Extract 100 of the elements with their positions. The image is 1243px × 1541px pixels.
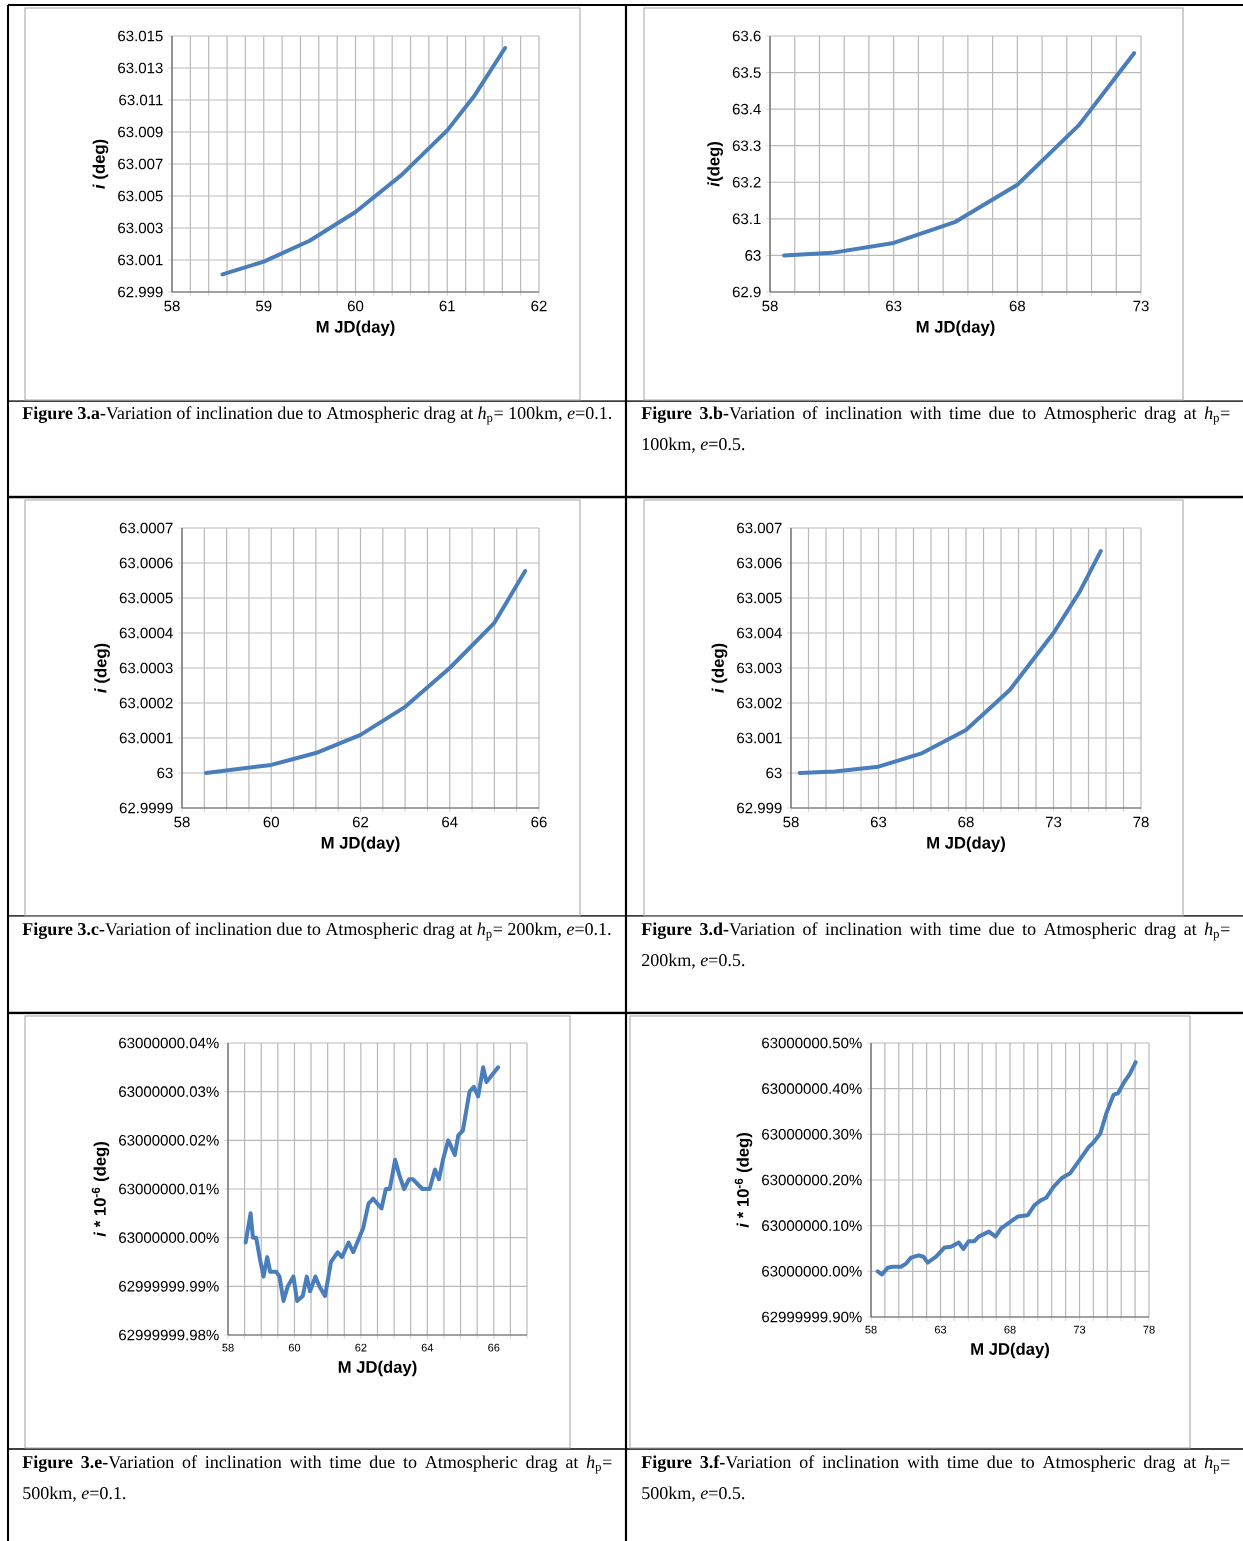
x-tick-label: 60 xyxy=(288,1343,301,1352)
text: Figure 3.e-Variation of inclination with time due to Atmospheric drag at h$_{p}$= 500km, e=0.1. xyxy=(22,1455,612,1502)
y-tick-label: 62999999.99% xyxy=(119,1281,219,1292)
x-tick-label: 58 xyxy=(783,816,799,828)
y-tick-label: 63.001 xyxy=(118,254,163,266)
y-axis-title: i* 10$^{-6}$ (deg) xyxy=(734,1133,753,1228)
x-tick-label: 66 xyxy=(488,1343,500,1352)
y-tick-label: 63.005 xyxy=(737,592,782,604)
x-tick-label: 61 xyxy=(439,300,455,312)
y-tick-label: 63.013 xyxy=(118,62,163,74)
y-tick-label: 63.011 xyxy=(119,94,163,106)
x-tick-label: 68 xyxy=(1009,300,1026,312)
x-tick-label: 58 xyxy=(222,1343,234,1352)
y-tick-label: 63000000.02% xyxy=(119,1135,219,1146)
y-tick-label: 63.015 xyxy=(118,30,163,42)
y-tick-label: 63000000.50% xyxy=(762,1037,862,1049)
y-tick-label: 63.006 xyxy=(737,557,782,569)
x-tick-label: 68 xyxy=(1004,1325,1016,1334)
y-tick-label: 63.0004 xyxy=(119,627,173,639)
y-tick-label: 63.009 xyxy=(118,126,163,138)
y-tick-label: 63.4 xyxy=(732,103,761,115)
x-tick-label: 59 xyxy=(256,300,272,312)
y-tick-label: 63.6 xyxy=(732,30,761,42)
y-tick-label: 63.0007 xyxy=(119,522,173,534)
x-tick-label: 58 xyxy=(865,1325,877,1334)
y-tick-label: 63.3 xyxy=(732,140,761,152)
text: Figure 3.d-Variation of inclination with time due to Atmospheric drag at h$_{p}$= 200km, e=0.5. xyxy=(641,922,1230,969)
x-tick-label: 73 xyxy=(1073,1325,1086,1334)
x-tick-label: 62 xyxy=(352,816,369,828)
y-tick-label: 63.004 xyxy=(737,627,782,639)
y-tick-label: 63000000.03% xyxy=(119,1086,219,1097)
x-tick-label: 73 xyxy=(1133,300,1149,312)
y-tick-label: 63000000.30% xyxy=(762,1129,862,1140)
x-tick-label: 60 xyxy=(263,816,280,828)
y-axis-title: i (deg) xyxy=(92,139,109,189)
y-tick-label: 62.999 xyxy=(737,802,782,814)
text: Figure 3.f-Variation of inclination with time due to Atmospheric drag at h$_{p}$= 500km, e=0.5. xyxy=(641,1455,1230,1502)
y-tick-label: 63.007 xyxy=(737,522,782,534)
y-tick-label: 62.999 xyxy=(118,286,163,298)
y-tick-label: 63.1 xyxy=(732,213,761,225)
y-tick-label: 63 xyxy=(766,767,782,779)
y-tick-label: 63000000.00% xyxy=(119,1232,219,1243)
y-tick-label: 63000000.40% xyxy=(762,1083,862,1094)
y-tick-label: 63.2 xyxy=(732,176,761,188)
y-tick-label: 62999999.90% xyxy=(762,1311,862,1323)
y-tick-label: 63.0001 xyxy=(119,732,173,744)
y-tick-label: 63.0003 xyxy=(119,662,173,674)
x-tick-label: 58 xyxy=(164,300,180,312)
line-series xyxy=(782,51,1137,258)
x-tick-label: 63 xyxy=(870,816,887,828)
y-tick-label: 63.003 xyxy=(737,662,782,674)
y-tick-label: 63000000.01% xyxy=(119,1183,219,1195)
x-tick-label: 78 xyxy=(1143,1325,1155,1334)
x-axis-title: M JD(day) xyxy=(971,1342,1049,1359)
line-series xyxy=(204,569,528,775)
x-axis-title: M JD(day) xyxy=(916,320,995,336)
x-tick-label: 68 xyxy=(958,816,974,828)
x-tick-label: 63 xyxy=(886,300,902,312)
y-tick-label: 63.007 xyxy=(118,158,163,170)
y-tick-label: 62.9 xyxy=(732,286,761,298)
y-tick-label: 62999999.98% xyxy=(119,1329,219,1341)
x-tick-label: 60 xyxy=(347,300,364,312)
y-axis-title: i (deg) xyxy=(94,643,110,693)
x-tick-label: 64 xyxy=(442,816,458,828)
y-tick-label: 63.5 xyxy=(732,67,761,78)
y-tick-label: 63000000.00% xyxy=(762,1266,862,1277)
line-series xyxy=(220,45,508,277)
x-tick-label: 78 xyxy=(1133,816,1149,828)
x-axis-title: M JD(day) xyxy=(927,836,1005,852)
x-tick-label: 58 xyxy=(174,816,190,828)
y-tick-label: 63.002 xyxy=(737,697,782,709)
y-tick-label: 63.0005 xyxy=(119,592,173,604)
x-tick-label: 62 xyxy=(355,1343,367,1352)
x-tick-label: 58 xyxy=(762,300,778,312)
text: Figure 3.b-Variation of inclination with time due to Atmospheric drag at h$_{p}$= 100km, e=0.5. xyxy=(641,406,1230,453)
text: Figure 3.c-Variation of inclination due to Atmospheric drag at h$_{p}$= 200km, e=0.1. xyxy=(22,922,611,941)
x-tick-label: 63 xyxy=(934,1325,947,1334)
y-tick-label: 63000000.20% xyxy=(762,1174,862,1186)
x-tick-label: 62 xyxy=(531,300,547,312)
y-tick-label: 63 xyxy=(745,250,761,261)
y-axis-title: i (deg) xyxy=(711,643,728,693)
x-axis-title: M JD(day) xyxy=(316,320,395,336)
y-tick-label: 63000000.04% xyxy=(119,1037,219,1049)
x-tick-label: 64 xyxy=(421,1343,434,1352)
y-tick-label: 63.0002 xyxy=(119,697,173,709)
x-axis-title: M JD(day) xyxy=(321,836,400,852)
y-tick-label: 63 xyxy=(157,767,173,779)
y-tick-label: 63.003 xyxy=(118,222,163,234)
y-tick-label: 63000000.10% xyxy=(762,1220,862,1231)
y-tick-label: 62.9999 xyxy=(119,802,173,814)
y-axis-title: i* 10$^{-6}$ (deg) xyxy=(91,1142,110,1237)
x-tick-label: 66 xyxy=(531,816,547,828)
y-tick-label: 63.001 xyxy=(737,732,782,744)
x-tick-label: 73 xyxy=(1045,816,1062,828)
y-tick-label: 63.0006 xyxy=(119,557,173,569)
x-axis-title: M JD(day) xyxy=(338,1360,417,1377)
text: Figure 3.a-Variation of inclination due to Atmospheric drag at h$_{p}$= 100km, e=0.1. xyxy=(22,406,612,425)
y-axis-title: i(deg) xyxy=(707,141,723,187)
y-tick-label: 63.005 xyxy=(118,190,163,202)
line-series xyxy=(797,549,1103,775)
